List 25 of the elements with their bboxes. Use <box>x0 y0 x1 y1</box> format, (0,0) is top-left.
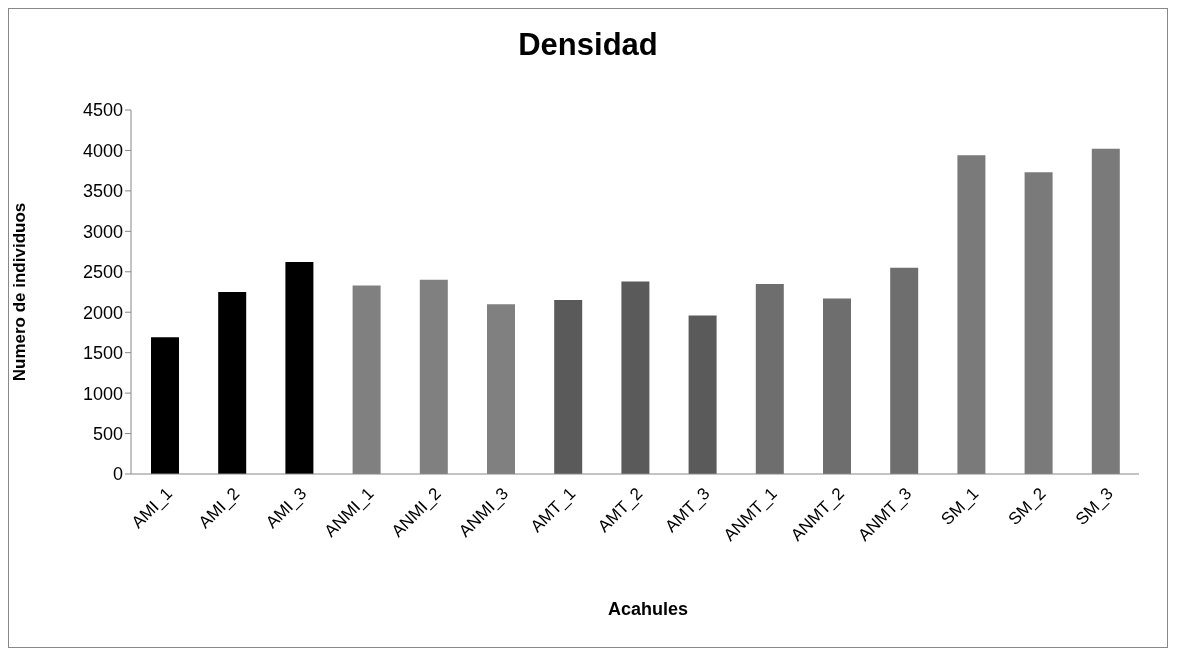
y-tick-label: 500 <box>92 423 123 444</box>
bar <box>1024 172 1053 474</box>
bar <box>621 281 650 474</box>
y-tick-label: 2500 <box>82 262 123 283</box>
y-tick-label: 3500 <box>82 181 123 202</box>
y-tick-label: 3000 <box>82 221 123 242</box>
bar <box>957 155 986 474</box>
bar <box>554 300 583 474</box>
y-axis-title: Numero de individuos <box>10 202 30 382</box>
y-tick-label: 0 <box>112 464 123 485</box>
y-tick-label: 1500 <box>82 343 123 364</box>
bar <box>1091 148 1120 474</box>
bar <box>823 298 851 474</box>
x-axis-title: Acahules <box>606 599 689 620</box>
y-tick-label: 2000 <box>82 302 123 323</box>
y-tick-label: 1000 <box>82 383 123 404</box>
bar <box>688 315 717 474</box>
bar <box>890 267 919 474</box>
bar <box>285 262 314 474</box>
bar <box>151 337 179 474</box>
chart-title: Densidad <box>517 27 659 63</box>
bar <box>755 283 784 474</box>
y-tick-label: 4500 <box>82 100 123 121</box>
y-tick-label: 4000 <box>82 140 123 161</box>
bar <box>218 292 247 474</box>
